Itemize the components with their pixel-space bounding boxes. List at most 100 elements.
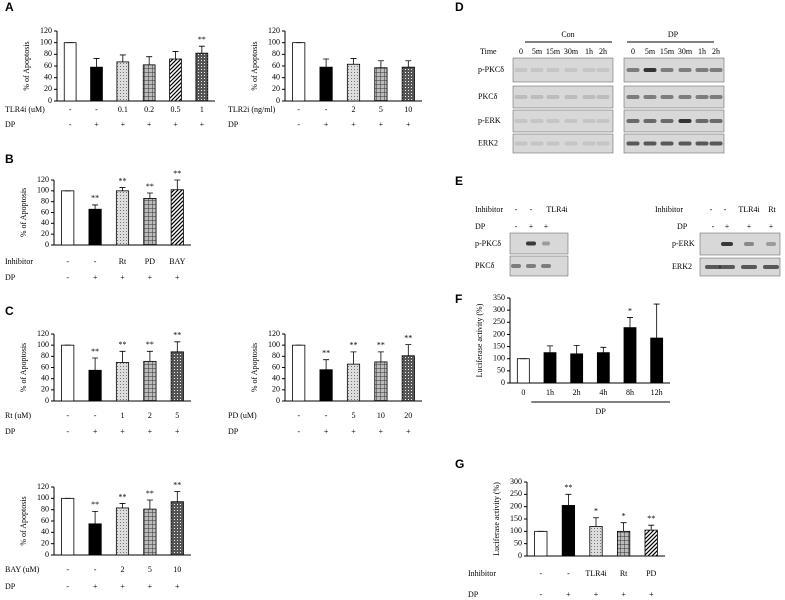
row-label: DP: [228, 427, 239, 436]
bar: [589, 526, 603, 557]
x-tick-label: Rt: [119, 257, 127, 266]
bar: [169, 58, 182, 102]
x-tick-label: -: [94, 565, 97, 574]
y-tick-label: 40: [41, 373, 49, 382]
significance: **: [173, 331, 181, 340]
x-tick-label: -: [325, 411, 328, 420]
bar: [143, 508, 157, 556]
band: [660, 141, 674, 146]
error-bar: [648, 524, 655, 531]
band: [514, 95, 528, 99]
dp-label: +: [621, 590, 626, 599]
error-bar: [350, 351, 357, 365]
y-tick-label: 40: [41, 218, 49, 227]
x-tick-label: 2h: [573, 388, 581, 397]
significance: **: [350, 341, 358, 350]
band: [660, 119, 674, 123]
y-tick-label: 100: [493, 354, 505, 363]
row-label: DP: [228, 120, 239, 129]
error-bar: [174, 491, 181, 502]
blot: [699, 232, 781, 256]
row-label: Inhibitor: [468, 569, 496, 578]
band: [678, 95, 692, 99]
x-tick-label: -: [94, 257, 97, 266]
y-tick-label: 120: [37, 175, 49, 184]
blot: [512, 109, 614, 133]
band: [763, 265, 779, 269]
y-tick-label: 60: [44, 61, 52, 70]
band: [741, 265, 757, 269]
error-bar: [547, 345, 553, 353]
bar: [195, 52, 209, 102]
error-bar: [146, 56, 153, 65]
significance: **: [119, 176, 127, 185]
dp-label: +: [594, 590, 599, 599]
row-label: Inhibitor: [475, 205, 503, 214]
y-tick-label: 40: [272, 373, 280, 382]
error-bar: [92, 357, 99, 371]
error-bar: [323, 58, 330, 68]
lane-label: 2h: [712, 47, 720, 56]
lane-label: -: [515, 205, 518, 214]
lane-label: Rt: [768, 205, 776, 214]
y-tick-label: 80: [41, 196, 49, 205]
x-axis-title: DP: [596, 407, 607, 416]
row-label: ERK2: [672, 262, 692, 271]
x-tick-label: 5: [379, 105, 383, 114]
significance: **: [119, 492, 127, 501]
x-tick-label: -: [539, 569, 542, 578]
lane-label: -: [515, 222, 518, 231]
x-tick-label: -: [66, 411, 69, 420]
x-tick-label: -: [94, 411, 97, 420]
bar: [401, 355, 415, 402]
row-label: DP: [677, 222, 688, 231]
error-bar: [377, 60, 384, 68]
error-bar: [627, 317, 633, 328]
dp-label: +: [94, 120, 99, 129]
y-tick-label: 60: [272, 61, 280, 70]
band: [546, 141, 560, 146]
bar: [115, 507, 130, 556]
band: [596, 119, 610, 123]
bar: [116, 61, 130, 102]
band: [530, 68, 544, 72]
dp-label: -: [297, 427, 300, 436]
blot: [623, 133, 725, 154]
dp-label: +: [93, 273, 98, 282]
bar: [616, 530, 631, 557]
y-axis-title: % of Apoptosis: [250, 343, 259, 392]
band: [695, 119, 709, 123]
x-tick-label: 0.1: [118, 105, 128, 114]
x-tick-label: 2: [352, 105, 356, 114]
bar: [596, 352, 610, 384]
error-bar: [198, 45, 205, 54]
band: [530, 95, 544, 99]
y-tick-label: 120: [268, 26, 280, 35]
y-tick-label: 120: [40, 26, 52, 35]
band: [660, 95, 674, 99]
group-label: DP: [668, 30, 679, 39]
lane-label: 1h: [585, 47, 593, 56]
dp-label: +: [175, 273, 180, 282]
bar: [170, 189, 184, 246]
y-tick-label: 60: [41, 516, 49, 525]
significance: **: [119, 340, 127, 349]
blot: [512, 85, 614, 109]
y-tick-label: 80: [41, 351, 49, 360]
error-bar: [119, 54, 126, 62]
band: [526, 264, 536, 268]
significance: **: [198, 35, 206, 44]
dp-label: +: [148, 582, 153, 591]
x-tick-label: BAY: [169, 257, 185, 266]
panel-label: G: [455, 457, 464, 471]
band: [695, 95, 709, 99]
dp-label: +: [93, 582, 98, 591]
lane-label: -: [710, 205, 713, 214]
x-tick-label: 10: [404, 105, 412, 114]
band: [626, 141, 640, 146]
band: [719, 265, 735, 269]
y-tick-label: 0: [48, 96, 52, 105]
dp-label: +: [121, 120, 126, 129]
lane-label: -: [530, 205, 533, 214]
